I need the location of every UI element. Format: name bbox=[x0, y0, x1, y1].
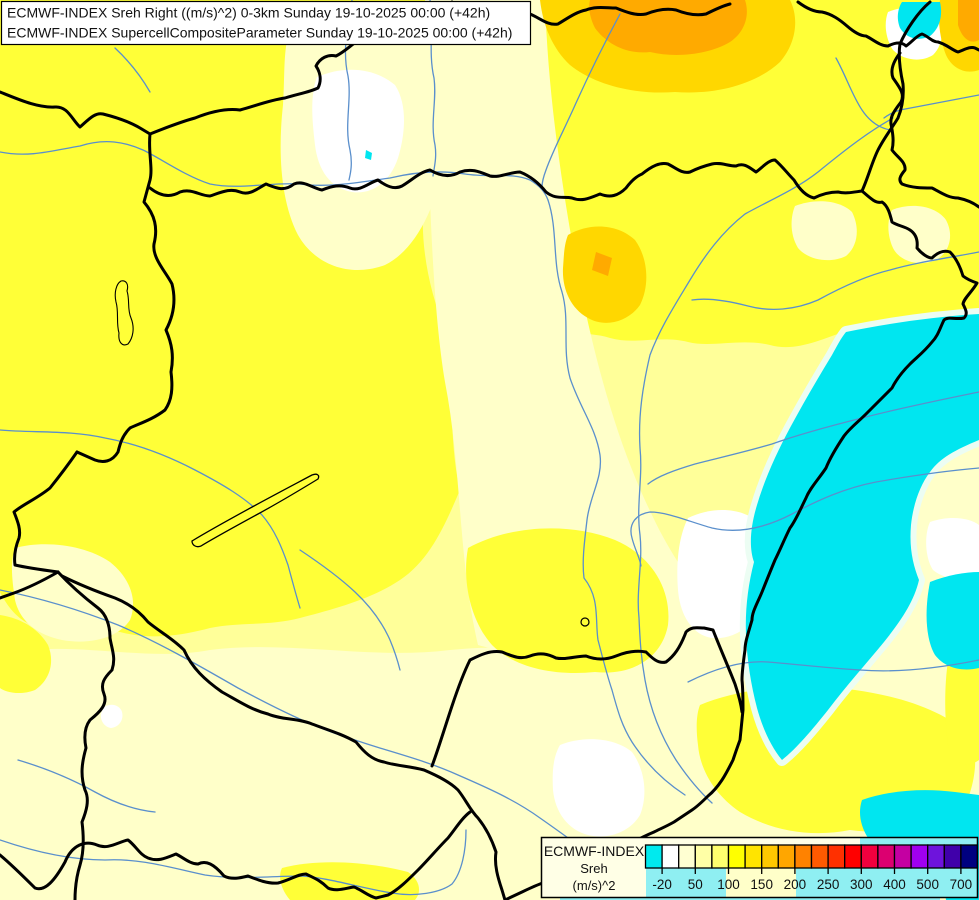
fill-bright-szeged bbox=[466, 528, 669, 673]
river-sw-stream bbox=[17, 759, 156, 813]
fill-bright-right-edge bbox=[945, 645, 979, 765]
fill-cream-ne-1 bbox=[791, 201, 857, 261]
colorbar-cell bbox=[943, 844, 962, 869]
colorbar-cell bbox=[927, 844, 945, 869]
colorbar-ticks bbox=[661, 868, 962, 874]
colorbar-cell bbox=[960, 844, 979, 869]
colorbar-tick-label: 250 bbox=[817, 877, 840, 892]
lakes bbox=[114, 280, 590, 627]
border-pl-ua bbox=[796, 0, 979, 54]
colorbar-cell bbox=[661, 844, 680, 869]
fill-orange-ne-corner bbox=[958, 0, 979, 42]
colorbar-cell bbox=[794, 844, 813, 869]
fill-white-small-west bbox=[100, 704, 123, 728]
colorbar-tick-labels: -20 50 100 150 200 250 300 400 500 700 bbox=[652, 877, 972, 892]
colorbar-tick-label: 100 bbox=[717, 877, 740, 892]
colorbar-cell bbox=[827, 844, 846, 869]
colorbar-tick-label: 200 bbox=[784, 877, 807, 892]
legend-underlay-cyan bbox=[646, 868, 977, 897]
lake-small bbox=[580, 617, 590, 627]
fill-bright-bottomcentre bbox=[280, 862, 420, 900]
legend-units-label: (m/s)^2 bbox=[573, 878, 616, 893]
colorbar-cell bbox=[877, 844, 896, 869]
colorbar-tick-label: 700 bbox=[950, 877, 973, 892]
fill-cyan-above-legend bbox=[860, 790, 979, 838]
river-mur bbox=[0, 429, 301, 609]
colorbar-cell bbox=[777, 844, 796, 869]
river-ipel bbox=[541, 13, 621, 188]
colorbar bbox=[644, 844, 979, 869]
legend-parameter-label: Sreh bbox=[580, 861, 607, 876]
fill-orange-spot-core bbox=[592, 252, 612, 276]
colorbar-cell bbox=[644, 844, 663, 869]
border-cz-at bbox=[0, 90, 152, 136]
colorbar-tick-label: 500 bbox=[916, 877, 939, 892]
border-at-si-west bbox=[12, 450, 79, 574]
border-at-it bbox=[0, 570, 60, 600]
border-hr-ba bbox=[0, 810, 472, 900]
fill-cream-ne-2 bbox=[888, 205, 951, 264]
colorbar-tick-label: 50 bbox=[688, 877, 703, 892]
border-sk-hu bbox=[148, 158, 864, 202]
river-tisza bbox=[637, 117, 894, 804]
colorbar-cell bbox=[761, 844, 779, 869]
colorbar-cell bbox=[910, 844, 929, 869]
river-maros bbox=[630, 467, 979, 567]
colorbar-tick-label: 400 bbox=[883, 877, 906, 892]
colorbar-cell bbox=[678, 844, 696, 869]
legend-source-label: ECMWF-INDEX bbox=[544, 843, 645, 859]
fill-white-south-centre bbox=[552, 739, 645, 837]
title-line-2: ECMWF-INDEX SupercellCompositeParameter … bbox=[7, 25, 512, 41]
border-hu-rs bbox=[430, 626, 744, 768]
colorbar-cell bbox=[727, 844, 746, 869]
river-sava bbox=[0, 829, 467, 896]
title-box: ECMWF-INDEX Sreh Right ((m/s)^2) 0-3km S… bbox=[0, 0, 532, 46]
river-west-stream bbox=[114, 47, 151, 93]
border-hu-ro-rs bbox=[503, 189, 979, 900]
fill-bright-left-edge bbox=[0, 615, 52, 694]
legend-underlay-cream bbox=[726, 868, 796, 897]
colorbar-tick-label: -20 bbox=[652, 877, 672, 892]
fill-cyan-right-edge bbox=[926, 572, 979, 670]
colorbar-cell bbox=[860, 844, 879, 869]
colorbar-cell bbox=[810, 844, 829, 869]
river-bodrog bbox=[835, 57, 891, 131]
title-box-frame bbox=[0, 0, 532, 46]
colorbar-cell bbox=[711, 844, 730, 869]
fill-cyan-dot bbox=[365, 150, 372, 160]
fill-cyan-band bbox=[745, 314, 979, 760]
legend: ECMWF-INDEX Sreh (m/s)^2 -20 50 100 150 200 2… bbox=[540, 836, 979, 899]
legend-underlay-cyan-top bbox=[860, 838, 977, 846]
lake-balaton bbox=[191, 473, 320, 548]
legend-frame bbox=[540, 836, 979, 899]
colorbar-cell bbox=[844, 844, 862, 869]
colorbar-tick-label: 300 bbox=[850, 877, 873, 892]
colorbar-tick-label: 150 bbox=[750, 877, 773, 892]
river-sio bbox=[299, 549, 401, 671]
river-danube-south bbox=[547, 199, 686, 796]
river-szamos bbox=[691, 251, 979, 310]
river-koros-north bbox=[647, 391, 979, 485]
colorbar-cell bbox=[744, 844, 763, 869]
border-hu-hr bbox=[60, 574, 507, 900]
fill-white-topcentre bbox=[312, 69, 404, 193]
border-si-hr bbox=[56, 570, 116, 900]
colorbar-cell bbox=[694, 844, 713, 869]
border-ua-ro bbox=[889, 51, 979, 209]
colorbar-cell bbox=[893, 844, 912, 869]
lake-neusiedl bbox=[114, 280, 134, 346]
title-line-1: ECMWF-INDEX Sreh Right ((m/s)^2) 0-3km S… bbox=[7, 5, 490, 21]
fill-white-right-edge bbox=[926, 518, 979, 580]
border-at-hu bbox=[75, 132, 176, 463]
